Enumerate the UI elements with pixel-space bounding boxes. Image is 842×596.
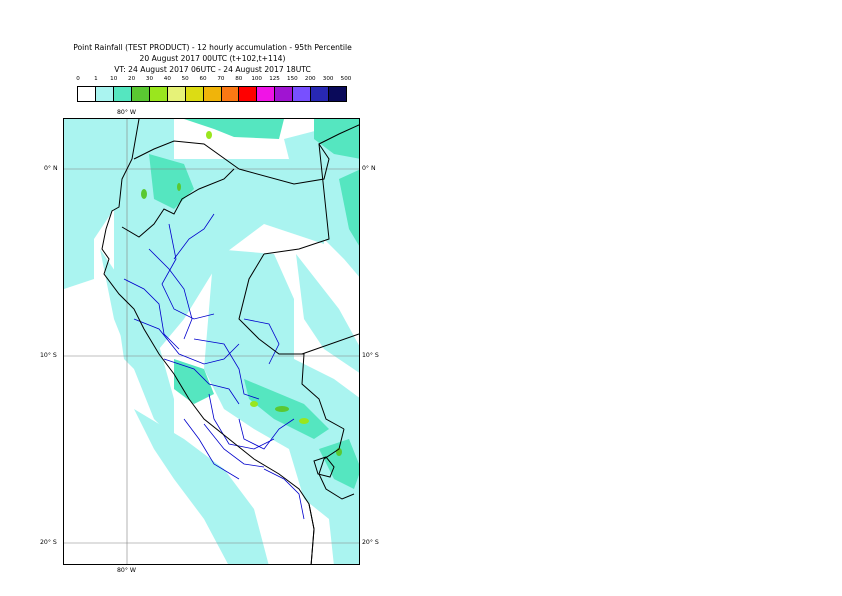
border-brazil-bolivia <box>301 333 359 355</box>
legend-tick-label: 300 <box>322 76 334 82</box>
legend-swatch <box>311 87 330 101</box>
legend-tick-label: 0 <box>76 76 80 82</box>
legend-swatch <box>275 87 294 101</box>
region-border-3 <box>123 278 180 350</box>
border-colombia-venezuela <box>263 143 330 255</box>
legend-swatch <box>329 87 347 101</box>
rain-cell-2 <box>206 131 212 139</box>
title-line-3: VT: 24 August 2017 06UTC - 24 August 201… <box>114 65 311 74</box>
region-border-6 <box>193 338 260 400</box>
lat-label-10-left: 10° S <box>40 352 57 359</box>
rain-moderate-north <box>184 119 284 139</box>
legend-swatch <box>167 87 186 101</box>
legend-tick-label: 200 <box>304 76 316 82</box>
rain-moderate-ne-strip <box>339 169 359 246</box>
border-ecuador-colombia <box>133 140 240 170</box>
rain-area-coast-south <box>134 409 269 564</box>
color-legend: 0 1 10 20 30 40 50 60 70 80 100 125 150 200 300 500 <box>76 76 351 102</box>
legend-tick-label: 10 <box>110 76 118 82</box>
region-border-7 <box>208 393 275 450</box>
legend-swatch <box>221 87 240 101</box>
legend-tick-label: 125 <box>269 76 280 82</box>
region-border-12 <box>173 213 215 260</box>
legend-swatch <box>203 87 222 101</box>
lake-titicaca <box>313 456 335 478</box>
map-panel <box>63 118 360 565</box>
legend-tick-label: 50 <box>181 76 189 82</box>
border-peru-brazil <box>238 253 345 430</box>
legend-tick-label: 100 <box>251 76 262 82</box>
legend-swatch <box>95 87 114 101</box>
rain-area-pacific-band <box>100 249 174 439</box>
lat-label-10-right: 10° S <box>362 352 379 359</box>
chart-title: Point Rainfall (TEST PRODUCT) - 12 hourl… <box>0 42 425 75</box>
lat-label-0-left: 0° N <box>44 165 58 172</box>
legend-tick-label: 20 <box>128 76 136 82</box>
rain-area-central <box>114 159 324 379</box>
legend-tick-label: 60 <box>199 76 207 82</box>
rain-area-foothill <box>296 254 359 373</box>
region-border-5 <box>163 358 240 405</box>
region-border-4 <box>133 318 240 365</box>
rain-area-northeast <box>284 119 359 277</box>
graticule <box>64 119 359 564</box>
rain-moderate-central <box>174 359 214 404</box>
legend-swatch <box>239 87 258 101</box>
map-svg <box>64 119 359 564</box>
legend-swatch <box>293 87 312 101</box>
country-borders <box>101 119 359 564</box>
title-line-2: 20 August 2017 00UTC (t+102,t+114) <box>139 54 286 63</box>
lat-label-20-right: 20° S <box>362 539 379 546</box>
legend-swatch <box>113 87 132 101</box>
legend-swatch <box>185 87 204 101</box>
legend-tick-label: 30 <box>145 76 154 82</box>
border-colombia-brazil <box>238 124 359 185</box>
region-border-11 <box>183 418 240 480</box>
rain-cell-4 <box>299 418 309 424</box>
legend-tick-label: 70 <box>217 76 225 82</box>
region-border-9 <box>203 423 265 468</box>
legend-swatch <box>257 87 276 101</box>
legend-tick-label: 40 <box>163 76 171 82</box>
legend-color-bar <box>77 86 347 102</box>
legend-tick-row: 0 1 10 20 30 40 50 60 70 80 100 125 150 200 300 500 <box>76 76 351 85</box>
lat-label-0-right: 0° N <box>362 165 376 172</box>
rain-cell-3 <box>275 406 289 412</box>
rain-moderate-amazon <box>149 154 194 209</box>
region-border-1 <box>161 223 215 320</box>
title-line-1: Point Rainfall (TEST PRODUCT) - 12 hourl… <box>73 43 352 52</box>
region-border-13 <box>243 318 280 365</box>
border-ecuador-peru <box>121 168 235 238</box>
legend-swatch <box>78 87 96 101</box>
region-border-2 <box>148 248 193 340</box>
region-border-10 <box>263 468 305 520</box>
rain-cell-7 <box>177 183 181 191</box>
legend-swatch <box>149 87 168 101</box>
legend-tick-label: 500 <box>340 76 352 82</box>
rain-moderate-andes-2 <box>319 439 359 489</box>
rain-heavy-layer <box>141 131 342 456</box>
rain-moderate-northeast <box>314 119 359 159</box>
lon-label-top: 80° W <box>117 109 137 116</box>
legend-swatch <box>131 87 150 101</box>
rain-cell-6 <box>250 401 258 407</box>
lon-label-bottom: 80° W <box>117 567 137 574</box>
legend-tick-label: 1 <box>94 76 98 82</box>
border-bolivia-chile <box>308 503 315 564</box>
legend-tick-label: 80 <box>235 76 243 82</box>
coastline <box>101 119 315 564</box>
region-border-8 <box>238 418 295 450</box>
rain-cell-1 <box>141 189 147 199</box>
lat-label-20-left: 20° S <box>40 539 57 546</box>
region-borders <box>123 213 305 520</box>
legend-tick-label: 150 <box>287 76 298 82</box>
